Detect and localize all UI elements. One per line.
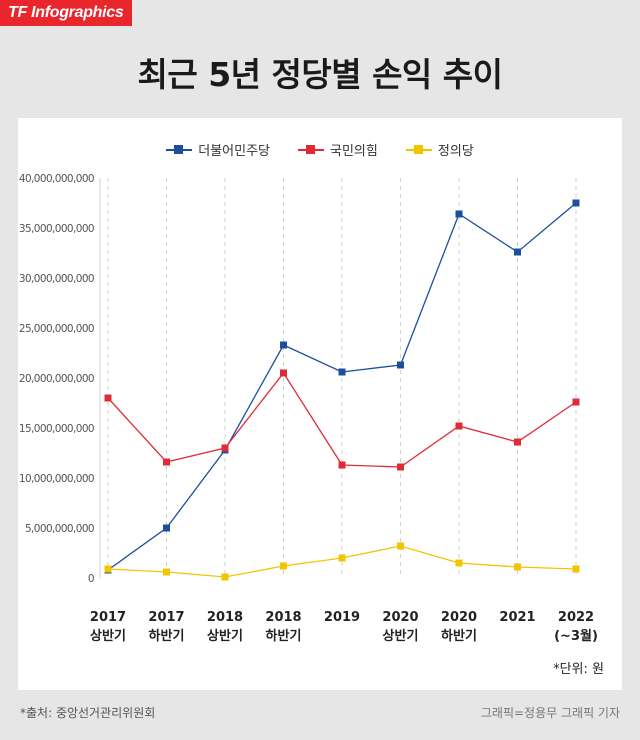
data-point xyxy=(455,210,463,218)
unit-note: *단위: 원 xyxy=(553,662,604,677)
y-tick-label: 15,000,000,000 xyxy=(19,423,94,435)
data-point xyxy=(104,565,112,573)
y-tick-label: 25,000,000,000 xyxy=(19,323,94,335)
chart-panel: 0 5,000,000,000 10,000,000,000 15,000,000,0… xyxy=(18,118,622,690)
data-point xyxy=(280,341,287,349)
x-tick-label: 2018 하반기 xyxy=(265,610,301,644)
y-tick-label: 35,000,000,000 xyxy=(19,223,94,235)
y-tick-label: 30,000,000,000 xyxy=(19,273,94,285)
data-point xyxy=(338,461,346,469)
x-tick-label: 2019 xyxy=(324,610,360,625)
data-point xyxy=(338,368,346,376)
data-point xyxy=(338,554,346,562)
x-tick-label: 2020 하반기 xyxy=(441,610,477,644)
legend-item: 더불어민주당 xyxy=(166,140,270,159)
legend-label: 정의당 xyxy=(437,144,474,159)
legend-item: 국민의힘 xyxy=(298,140,378,159)
data-point xyxy=(163,458,170,466)
data-point xyxy=(221,444,229,452)
brand-badge: TF Infographics xyxy=(0,0,132,26)
data-point xyxy=(514,563,521,571)
x-tick-label: 2020 상반기 xyxy=(382,610,418,644)
source-note: *출처: 중앙선거관리위원회 xyxy=(20,706,156,720)
chart-legend: 더불어민주당 국민의힘 정의당 xyxy=(18,140,622,159)
data-point xyxy=(572,199,580,207)
y-tick-label: 0 xyxy=(88,573,94,585)
data-point xyxy=(163,524,170,532)
data-point xyxy=(280,369,287,377)
x-tick-label: 2022 (~3월) xyxy=(554,610,598,644)
data-point xyxy=(280,562,287,570)
data-point xyxy=(221,573,229,581)
data-point xyxy=(397,361,404,369)
legend-label: 더불어민주당 xyxy=(198,144,271,159)
page-title: 최근 5년 정당별 손익 추이 xyxy=(137,55,503,94)
data-point xyxy=(163,568,170,576)
y-tick-label: 10,000,000,000 xyxy=(19,473,94,485)
data-point xyxy=(572,398,580,406)
data-point xyxy=(514,248,521,256)
graphic-credit: 그래픽=정용무 그래픽 기자 xyxy=(480,706,620,720)
data-point xyxy=(455,422,463,430)
data-point xyxy=(455,559,463,567)
data-point xyxy=(572,565,580,573)
y-tick-label: 20,000,000,000 xyxy=(19,373,94,385)
x-tick-label: 2018 상반기 xyxy=(207,610,243,644)
data-point xyxy=(514,438,521,446)
x-tick-label: 2017 상반기 xyxy=(90,610,126,644)
data-point xyxy=(104,394,112,402)
line-chart: 0 5,000,000,000 10,000,000,000 15,000,000,0… xyxy=(19,173,598,644)
data-point xyxy=(397,542,404,550)
x-tick-label: 2017 하반기 xyxy=(148,610,184,644)
legend-item: 정의당 xyxy=(405,140,474,159)
legend-swatch xyxy=(166,144,193,155)
x-tick-label: 2021 xyxy=(499,610,535,625)
legend-swatch xyxy=(405,144,432,155)
legend-swatch xyxy=(298,144,325,155)
y-tick-label: 5,000,000,000 xyxy=(25,523,94,535)
y-tick-label: 40,000,000,000 xyxy=(19,173,94,185)
data-point xyxy=(397,463,404,471)
legend-label: 국민의힘 xyxy=(330,144,378,159)
